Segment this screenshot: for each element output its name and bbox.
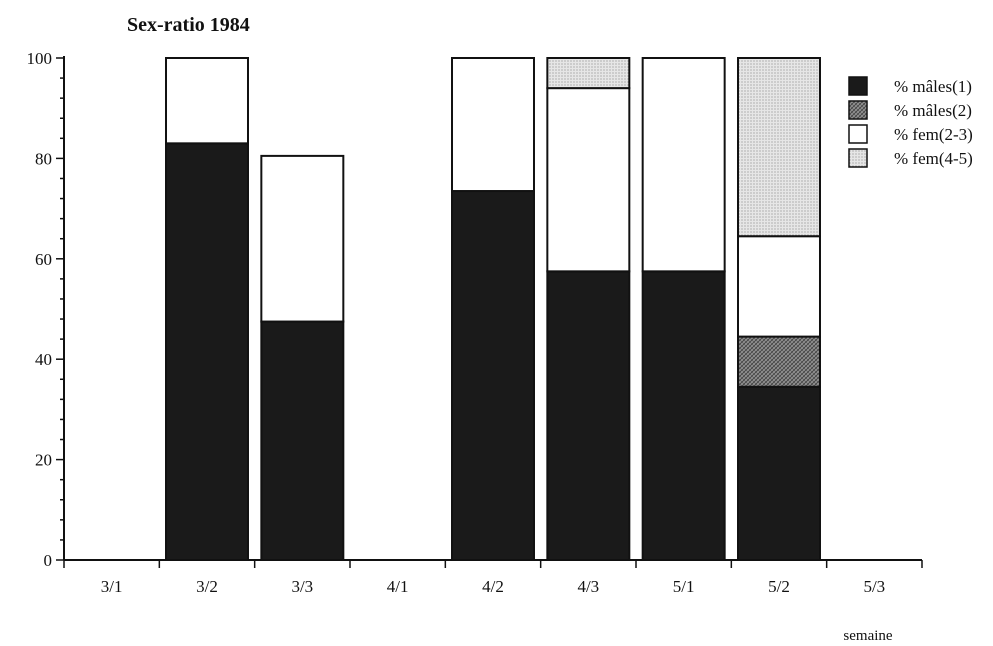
bar-segment	[546, 87, 631, 273]
x-tick-label: 5/3	[863, 577, 885, 596]
bar-segment	[641, 57, 726, 273]
y-tick-label: 80	[35, 149, 52, 168]
bar-segment	[165, 57, 249, 145]
bar-segment	[546, 270, 631, 561]
legend-swatch	[848, 124, 868, 144]
legend-swatch	[848, 76, 868, 96]
bar-segment	[737, 57, 821, 238]
y-tick-label: 40	[35, 350, 52, 369]
bar-segment	[641, 270, 726, 561]
legend-label: % fem(4-5)	[894, 149, 973, 168]
y-axis: 0 20 40 60 80 100	[27, 49, 65, 570]
y-tick-label: 60	[35, 250, 52, 269]
bar-segment	[546, 57, 631, 90]
x-tick-label: 3/3	[291, 577, 313, 596]
bar-segment	[260, 154, 345, 323]
bar-segment	[737, 385, 821, 561]
legend-swatch	[848, 100, 868, 120]
bars	[165, 57, 821, 561]
bar-segment	[165, 142, 249, 561]
bar-segment	[451, 190, 535, 561]
x-tick-label: 5/1	[673, 577, 695, 596]
legend: % mâles(1) % mâles(2) % fem(2-3) % fem(4-5)	[848, 76, 973, 168]
x-axis-label: semaine	[843, 628, 892, 644]
y-tick-label: 0	[44, 551, 53, 570]
legend-label: % mâles(2)	[894, 101, 972, 120]
x-tick-label: 4/1	[387, 577, 409, 596]
x-tick-label: 3/2	[196, 577, 218, 596]
chart-title: Sex-ratio 1984	[127, 14, 250, 36]
bar-segment	[451, 57, 535, 193]
x-tick-label: 3/1	[101, 577, 123, 596]
legend-swatch	[848, 148, 868, 168]
bar-segment	[737, 335, 821, 388]
x-tick-label: 5/2	[768, 577, 790, 596]
bar-segment	[737, 235, 821, 338]
x-axis: 3/1 3/2 3/3 4/1 4/2 4/3 5/1 5/2 5/3	[63, 559, 923, 596]
y-tick-label: 20	[35, 451, 52, 470]
legend-label: % mâles(1)	[894, 77, 972, 96]
legend-label: % fem(2-3)	[894, 125, 973, 144]
x-tick-label: 4/3	[577, 577, 599, 596]
bar-segment	[260, 320, 345, 561]
y-tick-label: 100	[27, 49, 53, 68]
x-tick-label: 4/2	[482, 577, 504, 596]
